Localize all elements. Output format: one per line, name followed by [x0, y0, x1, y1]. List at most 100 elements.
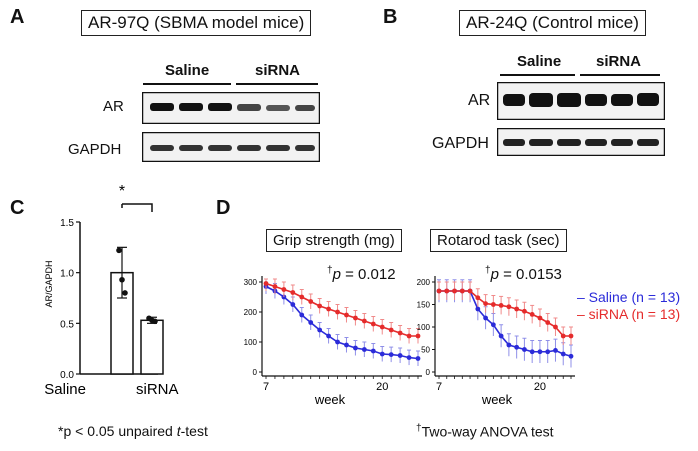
- panel-a-letter: A: [10, 6, 25, 28]
- sirna-point: [529, 312, 535, 317]
- rota-p-var: p: [490, 266, 499, 283]
- rotarod-p-value: †p = 0.0153: [485, 265, 562, 283]
- significance-star: *: [119, 183, 125, 200]
- footnote-text: *p < 0.05 unpaired: [58, 423, 177, 439]
- sirna-point: [452, 288, 457, 294]
- saline-point: [344, 342, 349, 348]
- saline-point: [490, 322, 496, 328]
- sirna-point: [545, 320, 551, 325]
- saline-point: [537, 349, 543, 355]
- panel-b-ar-blot: [497, 82, 665, 120]
- panel-b-saline-bracket: [500, 74, 575, 76]
- sirna-point: [490, 302, 496, 307]
- panel-a-saline-bracket: [143, 83, 231, 85]
- y-tick-label: 0: [426, 368, 431, 377]
- panel-a-sirna-bracket: [236, 83, 318, 85]
- anova-footnote: Two-way ANOVA test: [421, 423, 554, 440]
- sirna-point: [388, 327, 394, 333]
- y-tick-label: 1.0: [60, 269, 74, 280]
- panel-b-saline-label: Saline: [517, 53, 562, 70]
- saline-point: [397, 353, 403, 358]
- sirna-point: [353, 315, 358, 321]
- panel-b-ar-label: AR: [468, 92, 491, 109]
- x-tick-label: 20: [534, 381, 546, 393]
- panel-a-gapdh-label: GAPDH: [68, 141, 122, 158]
- grip-p-var: p: [332, 266, 341, 283]
- sirna-point: [459, 288, 465, 294]
- grip-p-value: †p = 0.012: [327, 265, 396, 283]
- saline-point: [290, 302, 296, 307]
- saline-point: [406, 355, 412, 360]
- sirna-point: [317, 303, 323, 309]
- x-tick-label: 7: [263, 381, 269, 393]
- sirna-point: [560, 333, 566, 339]
- sirna-point: [290, 290, 296, 295]
- sirna-point: [498, 303, 504, 308]
- footnote-end: -test: [180, 423, 208, 439]
- panel-a-title: AR-97Q (SBMA model mice): [81, 10, 312, 36]
- sirna-point: [299, 294, 305, 300]
- panel-c-ylabel: AR/GAPDH: [44, 260, 54, 307]
- saline-point: [317, 327, 323, 333]
- y-tick-label: 50: [421, 346, 430, 355]
- panel-a-ar-blot: [142, 92, 320, 124]
- sirna-point: [397, 330, 403, 336]
- sirna-point: [335, 309, 340, 315]
- sirna-point: [281, 287, 287, 292]
- category-label-saline: Saline: [44, 381, 86, 398]
- saline-point: [326, 333, 331, 339]
- y-tick-label: 100: [244, 338, 258, 347]
- sirna-point: [467, 288, 473, 294]
- y-tick-label: 1.5: [60, 218, 74, 229]
- sirna-point: [370, 321, 376, 327]
- saline-point: [514, 344, 520, 350]
- x-tick-label: 20: [376, 381, 388, 393]
- sirna-point: [308, 299, 314, 304]
- saline-point: [475, 306, 481, 312]
- panel-b-letter: B: [383, 6, 398, 28]
- panel-a-ar-label: AR: [103, 98, 124, 115]
- saline-point: [308, 320, 314, 325]
- sirna-point: [436, 288, 442, 294]
- sirna-point: [506, 304, 512, 310]
- panel-b-sirna-bracket: [580, 74, 660, 76]
- saline-point: [483, 315, 488, 321]
- significance-bracket: [121, 203, 153, 212]
- data-point: [116, 247, 122, 254]
- rota-p-num: = 0.0153: [498, 266, 562, 283]
- panel-c-footnote: *p < 0.05 unpaired t-test: [58, 423, 208, 439]
- panel-c-bar-chart: AR/GAPDH * 0.0 0.5 1.0 1.5 Saline siRNA: [44, 183, 179, 398]
- rota-dagger: †: [485, 265, 491, 276]
- footnote-italic-t: t: [176, 423, 181, 439]
- sirna-point: [514, 306, 520, 312]
- rotarod-chart: 0 50 100 150 200 7 20 week: [417, 276, 575, 407]
- panel-d-letter: D: [216, 197, 231, 219]
- panel-b-gapdh-label: GAPDH: [432, 135, 489, 152]
- saline-point: [506, 342, 512, 348]
- saline-point: [568, 353, 574, 359]
- saline-point: [299, 312, 305, 318]
- saline-point: [370, 348, 376, 354]
- saline-point: [415, 356, 421, 361]
- grip-dagger: †: [327, 265, 333, 276]
- saline-point: [529, 349, 535, 355]
- data-point: [122, 290, 128, 296]
- saline-point: [560, 351, 566, 357]
- sirna-point: [379, 324, 385, 330]
- saline-point: [335, 339, 340, 345]
- sirna-point: [522, 308, 527, 314]
- saline-point: [353, 345, 358, 351]
- sirna-point: [406, 333, 412, 339]
- saline-point: [545, 349, 551, 355]
- saline-point: [379, 351, 385, 357]
- saline-point: [361, 347, 367, 352]
- y-tick-label: 200: [417, 278, 431, 287]
- x-tick-label: 7: [436, 381, 442, 393]
- sirna-point: [415, 333, 421, 339]
- y-tick-label: 300: [244, 278, 258, 287]
- sirna-line: [439, 290, 571, 337]
- grip-strength-chart: 0 100 200 300 7 20 week: [244, 276, 422, 407]
- category-label-sirna: siRNA: [136, 381, 179, 398]
- y-tick-label: 100: [417, 323, 431, 332]
- panel-a-gapdh-blot: [142, 132, 320, 162]
